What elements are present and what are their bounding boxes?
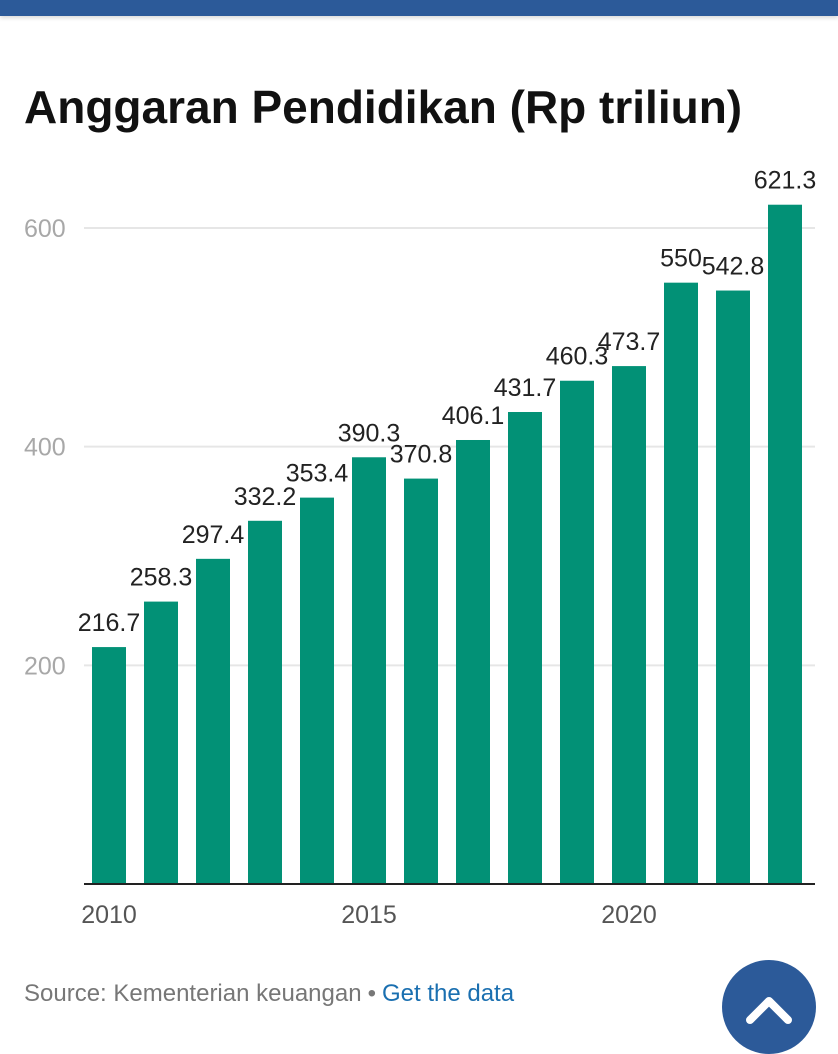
x-tick-label-2015: 2015 <box>341 901 397 929</box>
y-tick-label: 200 <box>24 652 66 680</box>
footer: Source: Kementerian keuangan • Get the dat… <box>24 980 514 1008</box>
data-label-2016: 370.8 <box>390 441 453 469</box>
data-label-2020: 473.7 <box>598 328 661 356</box>
y-axis-ticks: 200 400 600 <box>24 215 66 680</box>
data-label-2023: 621.3 <box>754 167 817 195</box>
y-tick-label: 400 <box>24 434 66 462</box>
header-bar <box>0 0 838 16</box>
data-label-2012: 297.4 <box>182 521 245 549</box>
source-text: Source: Kementerian keuangan <box>24 980 362 1007</box>
data-label-2018: 431.7 <box>494 374 557 402</box>
data-label-2011: 258.3 <box>130 564 193 592</box>
data-label-2015: 390.3 <box>338 419 401 447</box>
bar-2017 <box>456 439 490 884</box>
bar-2023 <box>768 204 802 884</box>
scroll-to-top-button[interactable] <box>722 960 816 1054</box>
bar-2013 <box>248 520 282 884</box>
footer-separator: • <box>367 980 376 1007</box>
data-label-2021: 550 <box>660 245 702 273</box>
bar-2018 <box>508 412 542 884</box>
bar-2021 <box>664 282 698 885</box>
bar-2019 <box>560 380 594 884</box>
bar-2012 <box>196 558 230 884</box>
y-tick-label: 600 <box>24 215 66 243</box>
data-label-2019: 460.3 <box>546 343 609 371</box>
bar-2010 <box>92 647 126 884</box>
chevron-up-icon <box>746 997 792 1024</box>
x-tick-label-2020: 2020 <box>601 901 657 929</box>
data-label-2022: 542.8 <box>702 253 765 281</box>
bar-2011 <box>144 601 178 884</box>
chart-title: Anggaran Pendidikan (Rp triliun) <box>24 81 743 133</box>
bar-2022 <box>716 290 750 884</box>
bar-2014 <box>300 497 334 884</box>
bars <box>92 204 802 885</box>
x-tick-label-2010: 2010 <box>81 901 137 929</box>
data-label-2013: 332.2 <box>234 483 297 511</box>
bar-2016 <box>404 478 438 884</box>
data-label-2010: 216.7 <box>78 609 141 637</box>
data-label-2017: 406.1 <box>442 402 505 430</box>
bar-2020 <box>612 366 646 884</box>
get-the-data-link[interactable]: Get the data <box>381 980 515 1007</box>
x-axis-ticks: 2010 2015 2020 <box>81 901 657 929</box>
data-label-2014: 353.4 <box>286 460 349 488</box>
bar-2015 <box>352 457 386 884</box>
